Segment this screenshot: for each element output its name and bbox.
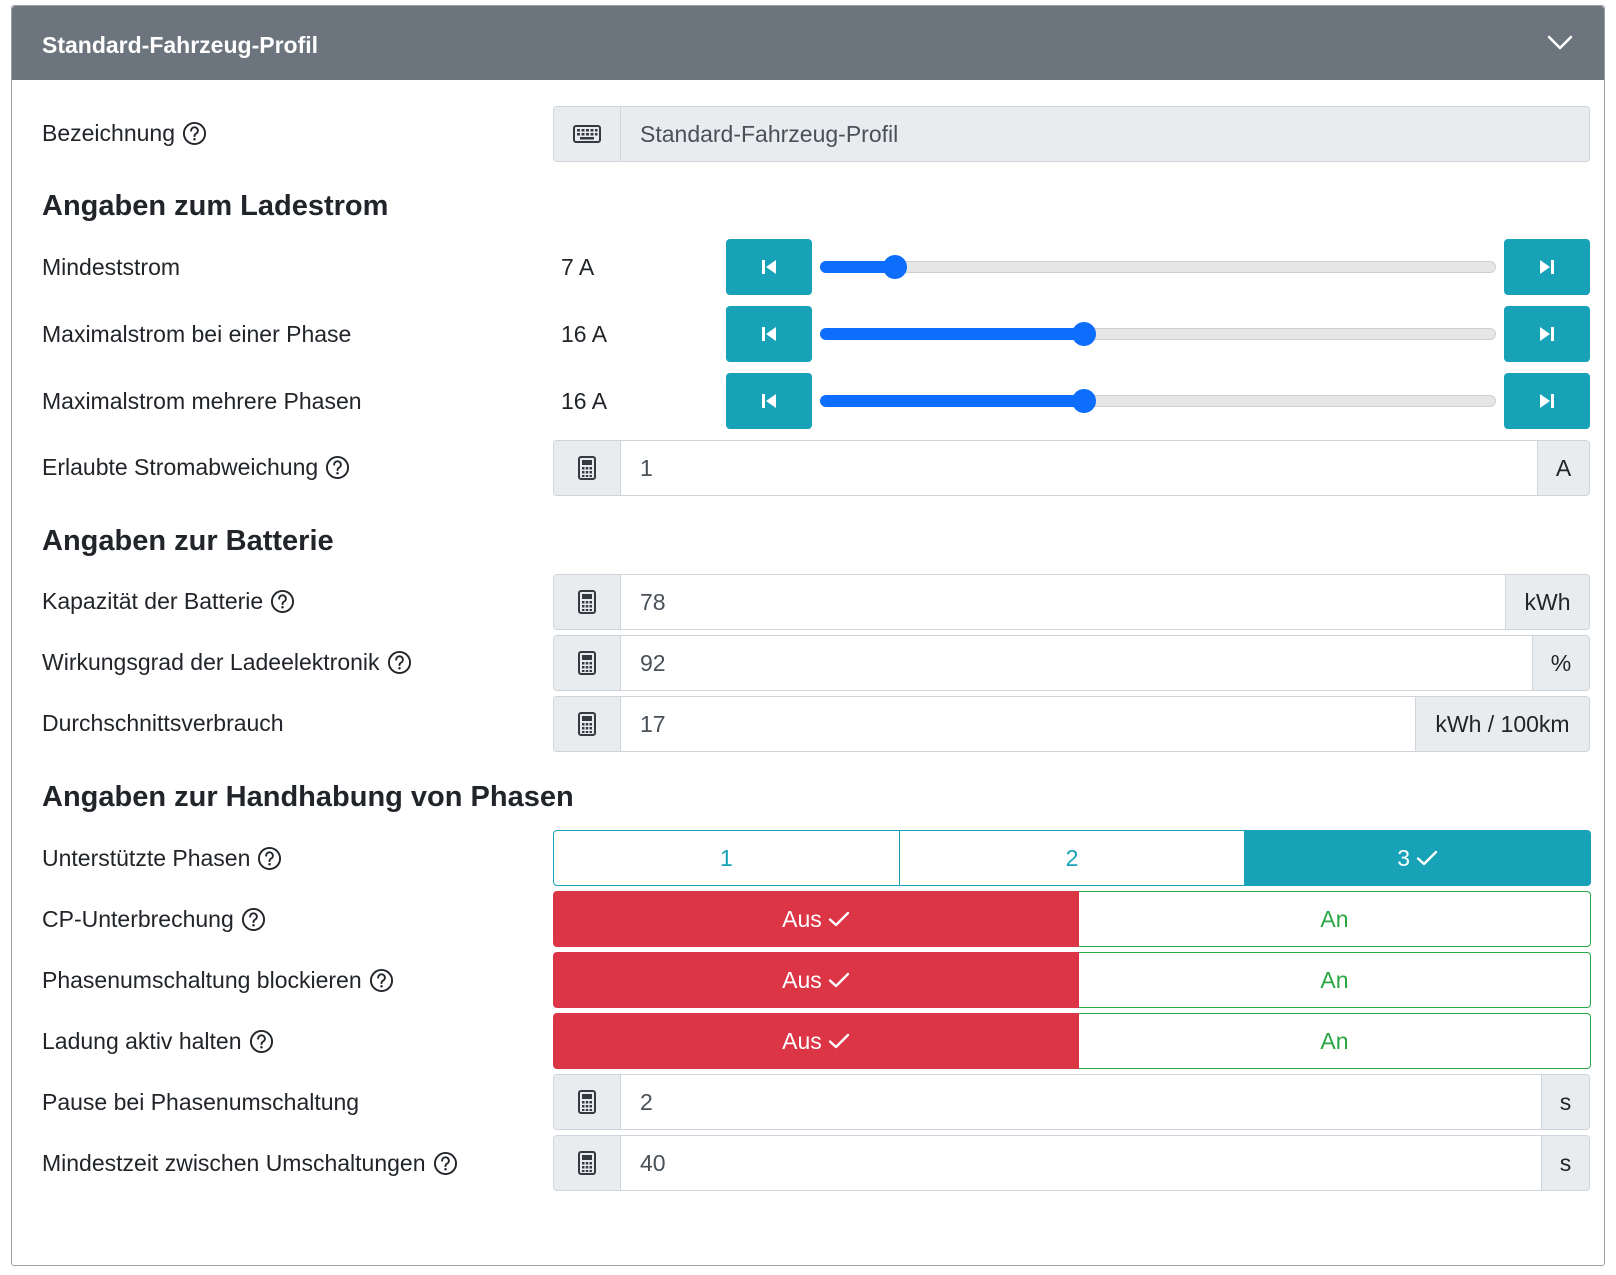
umschaltung-blockieren-label: Phasenumschaltung blockieren xyxy=(42,965,394,995)
max-eine-phase-slider[interactable] xyxy=(820,322,1496,346)
skip-end-icon xyxy=(1537,257,1557,277)
kapazitaet-unit: kWh xyxy=(1505,575,1589,629)
pause-unit: s xyxy=(1541,1075,1589,1129)
max-eine-phase-min-button[interactable] xyxy=(726,306,812,362)
help-icon[interactable] xyxy=(387,650,412,675)
mindeststrom-slider[interactable] xyxy=(820,255,1496,279)
kapazitaet-field[interactable]: 78 kWh xyxy=(553,574,1590,630)
wirkungsgrad-field[interactable]: 92 % xyxy=(553,635,1590,691)
umschaltung-blockieren-aus-button[interactable]: Aus xyxy=(553,952,1079,1008)
mindeststrom-max-button[interactable] xyxy=(1504,239,1590,295)
mindeststrom-value: 7 A xyxy=(561,253,595,280)
stromabweichung-label: Erlaubte Stromabweichung xyxy=(42,452,350,482)
cp-unterbrechung-label: CP-Unterbrechung xyxy=(42,904,266,934)
skip-end-icon xyxy=(1537,391,1557,411)
skip-start-icon xyxy=(759,324,779,344)
max-eine-phase-slider-thumb[interactable] xyxy=(1071,322,1096,346)
wirkungsgrad-input[interactable]: 92 xyxy=(621,636,1532,690)
calculator-icon xyxy=(554,575,621,629)
ladung-aktiv-an-button[interactable]: An xyxy=(1079,1013,1591,1069)
calculator-icon xyxy=(554,1136,621,1190)
bezeichnung-label: Bezeichnung xyxy=(42,118,207,148)
help-icon[interactable] xyxy=(249,1029,274,1054)
cp-unterbrechung-toggle: Aus An xyxy=(553,891,1591,947)
verbrauch-unit: kWh / 100km xyxy=(1415,697,1589,751)
unterstuetzte-phasen-label: Unterstützte Phasen xyxy=(42,843,282,873)
calculator-icon xyxy=(554,1075,621,1129)
max-mehrere-phasen-value: 16 A xyxy=(561,387,608,414)
phasen-selector: 1 2 3 xyxy=(553,830,1592,886)
mindestzeit-label: Mindestzeit zwischen Umschaltungen xyxy=(42,1148,458,1178)
skip-end-icon xyxy=(1537,324,1557,344)
card-header[interactable]: Standard-Fahrzeug-Profil xyxy=(12,6,1604,80)
pause-field[interactable]: 2 s xyxy=(553,1074,1590,1130)
check-icon xyxy=(828,971,850,989)
section-ladestrom-heading: Angaben zum Ladestrom xyxy=(42,190,389,222)
help-icon[interactable] xyxy=(270,589,295,614)
help-icon[interactable] xyxy=(369,968,394,993)
ladung-aktiv-label: Ladung aktiv halten xyxy=(42,1026,274,1056)
kapazitaet-input[interactable]: 78 xyxy=(621,575,1505,629)
help-icon[interactable] xyxy=(241,907,266,932)
mindeststrom-min-button[interactable] xyxy=(726,239,812,295)
help-icon[interactable] xyxy=(325,455,350,480)
umschaltung-blockieren-an-button[interactable]: An xyxy=(1079,952,1591,1008)
skip-start-icon xyxy=(759,391,779,411)
max-eine-phase-max-button[interactable] xyxy=(1504,306,1590,362)
mindeststrom-slider-fill xyxy=(820,261,895,273)
ladung-aktiv-toggle: Aus An xyxy=(553,1013,1591,1069)
section-batterie-heading: Angaben zur Batterie xyxy=(42,525,334,557)
mindeststrom-slider-thumb[interactable] xyxy=(883,255,908,279)
phase-option-1[interactable]: 1 xyxy=(553,830,900,886)
help-icon[interactable] xyxy=(182,121,207,146)
keyboard-icon xyxy=(554,107,621,161)
help-icon[interactable] xyxy=(433,1151,458,1176)
max-mehrere-phasen-slider-fill xyxy=(820,395,1083,407)
calculator-icon xyxy=(554,636,621,690)
ladung-aktiv-aus-button[interactable]: Aus xyxy=(553,1013,1079,1069)
max-mehrere-phasen-slider-thumb[interactable] xyxy=(1071,389,1096,413)
max-mehrere-phasen-max-button[interactable] xyxy=(1504,373,1590,429)
stromabweichung-unit: A xyxy=(1537,441,1589,495)
phase-option-3[interactable]: 3 xyxy=(1245,830,1592,886)
calculator-icon xyxy=(554,441,621,495)
check-icon xyxy=(828,1032,850,1050)
mindestzeit-field[interactable]: 40 s xyxy=(553,1135,1590,1191)
kapazitaet-label: Kapazität der Batterie xyxy=(42,586,295,616)
mindestzeit-unit: s xyxy=(1541,1136,1589,1190)
bezeichnung-field[interactable]: Standard-Fahrzeug-Profil xyxy=(553,106,1590,162)
pause-label: Pause bei Phasenumschaltung xyxy=(42,1088,360,1115)
cp-unterbrechung-aus-button[interactable]: Aus xyxy=(553,891,1079,947)
cp-unterbrechung-an-button[interactable]: An xyxy=(1079,891,1591,947)
max-eine-phase-label: Maximalstrom bei einer Phase xyxy=(42,320,352,347)
stromabweichung-input[interactable]: 1 xyxy=(621,441,1537,495)
max-mehrere-phasen-min-button[interactable] xyxy=(726,373,812,429)
bezeichnung-input[interactable]: Standard-Fahrzeug-Profil xyxy=(621,107,1589,161)
stromabweichung-field[interactable]: 1 A xyxy=(553,440,1590,496)
max-mehrere-phasen-slider[interactable] xyxy=(820,389,1496,413)
max-mehrere-phasen-label: Maximalstrom mehrere Phasen xyxy=(42,387,362,414)
verbrauch-label: Durchschnittsverbrauch xyxy=(42,709,284,736)
wirkungsgrad-label: Wirkungsgrad der Ladeelektronik xyxy=(42,647,412,677)
verbrauch-input[interactable]: 17 xyxy=(621,697,1415,751)
phase-option-2[interactable]: 2 xyxy=(899,830,1246,886)
mindestzeit-input[interactable]: 40 xyxy=(621,1136,1541,1190)
max-eine-phase-slider-fill xyxy=(820,328,1083,340)
card-title: Standard-Fahrzeug-Profil xyxy=(42,32,319,58)
section-phasen-heading: Angaben zur Handhabung von Phasen xyxy=(42,781,574,813)
check-icon xyxy=(1416,849,1438,867)
help-icon[interactable] xyxy=(257,846,282,871)
pause-input[interactable]: 2 xyxy=(621,1075,1541,1129)
max-eine-phase-value: 16 A xyxy=(561,320,608,347)
umschaltung-blockieren-toggle: Aus An xyxy=(553,952,1591,1008)
check-icon xyxy=(828,910,850,928)
wirkungsgrad-unit: % xyxy=(1532,636,1589,690)
calculator-icon xyxy=(554,697,621,751)
mindeststrom-label: Mindeststrom xyxy=(42,253,181,280)
verbrauch-field[interactable]: 17 kWh / 100km xyxy=(553,696,1590,752)
chevron-down-icon[interactable] xyxy=(1546,32,1574,52)
skip-start-icon xyxy=(759,257,779,277)
